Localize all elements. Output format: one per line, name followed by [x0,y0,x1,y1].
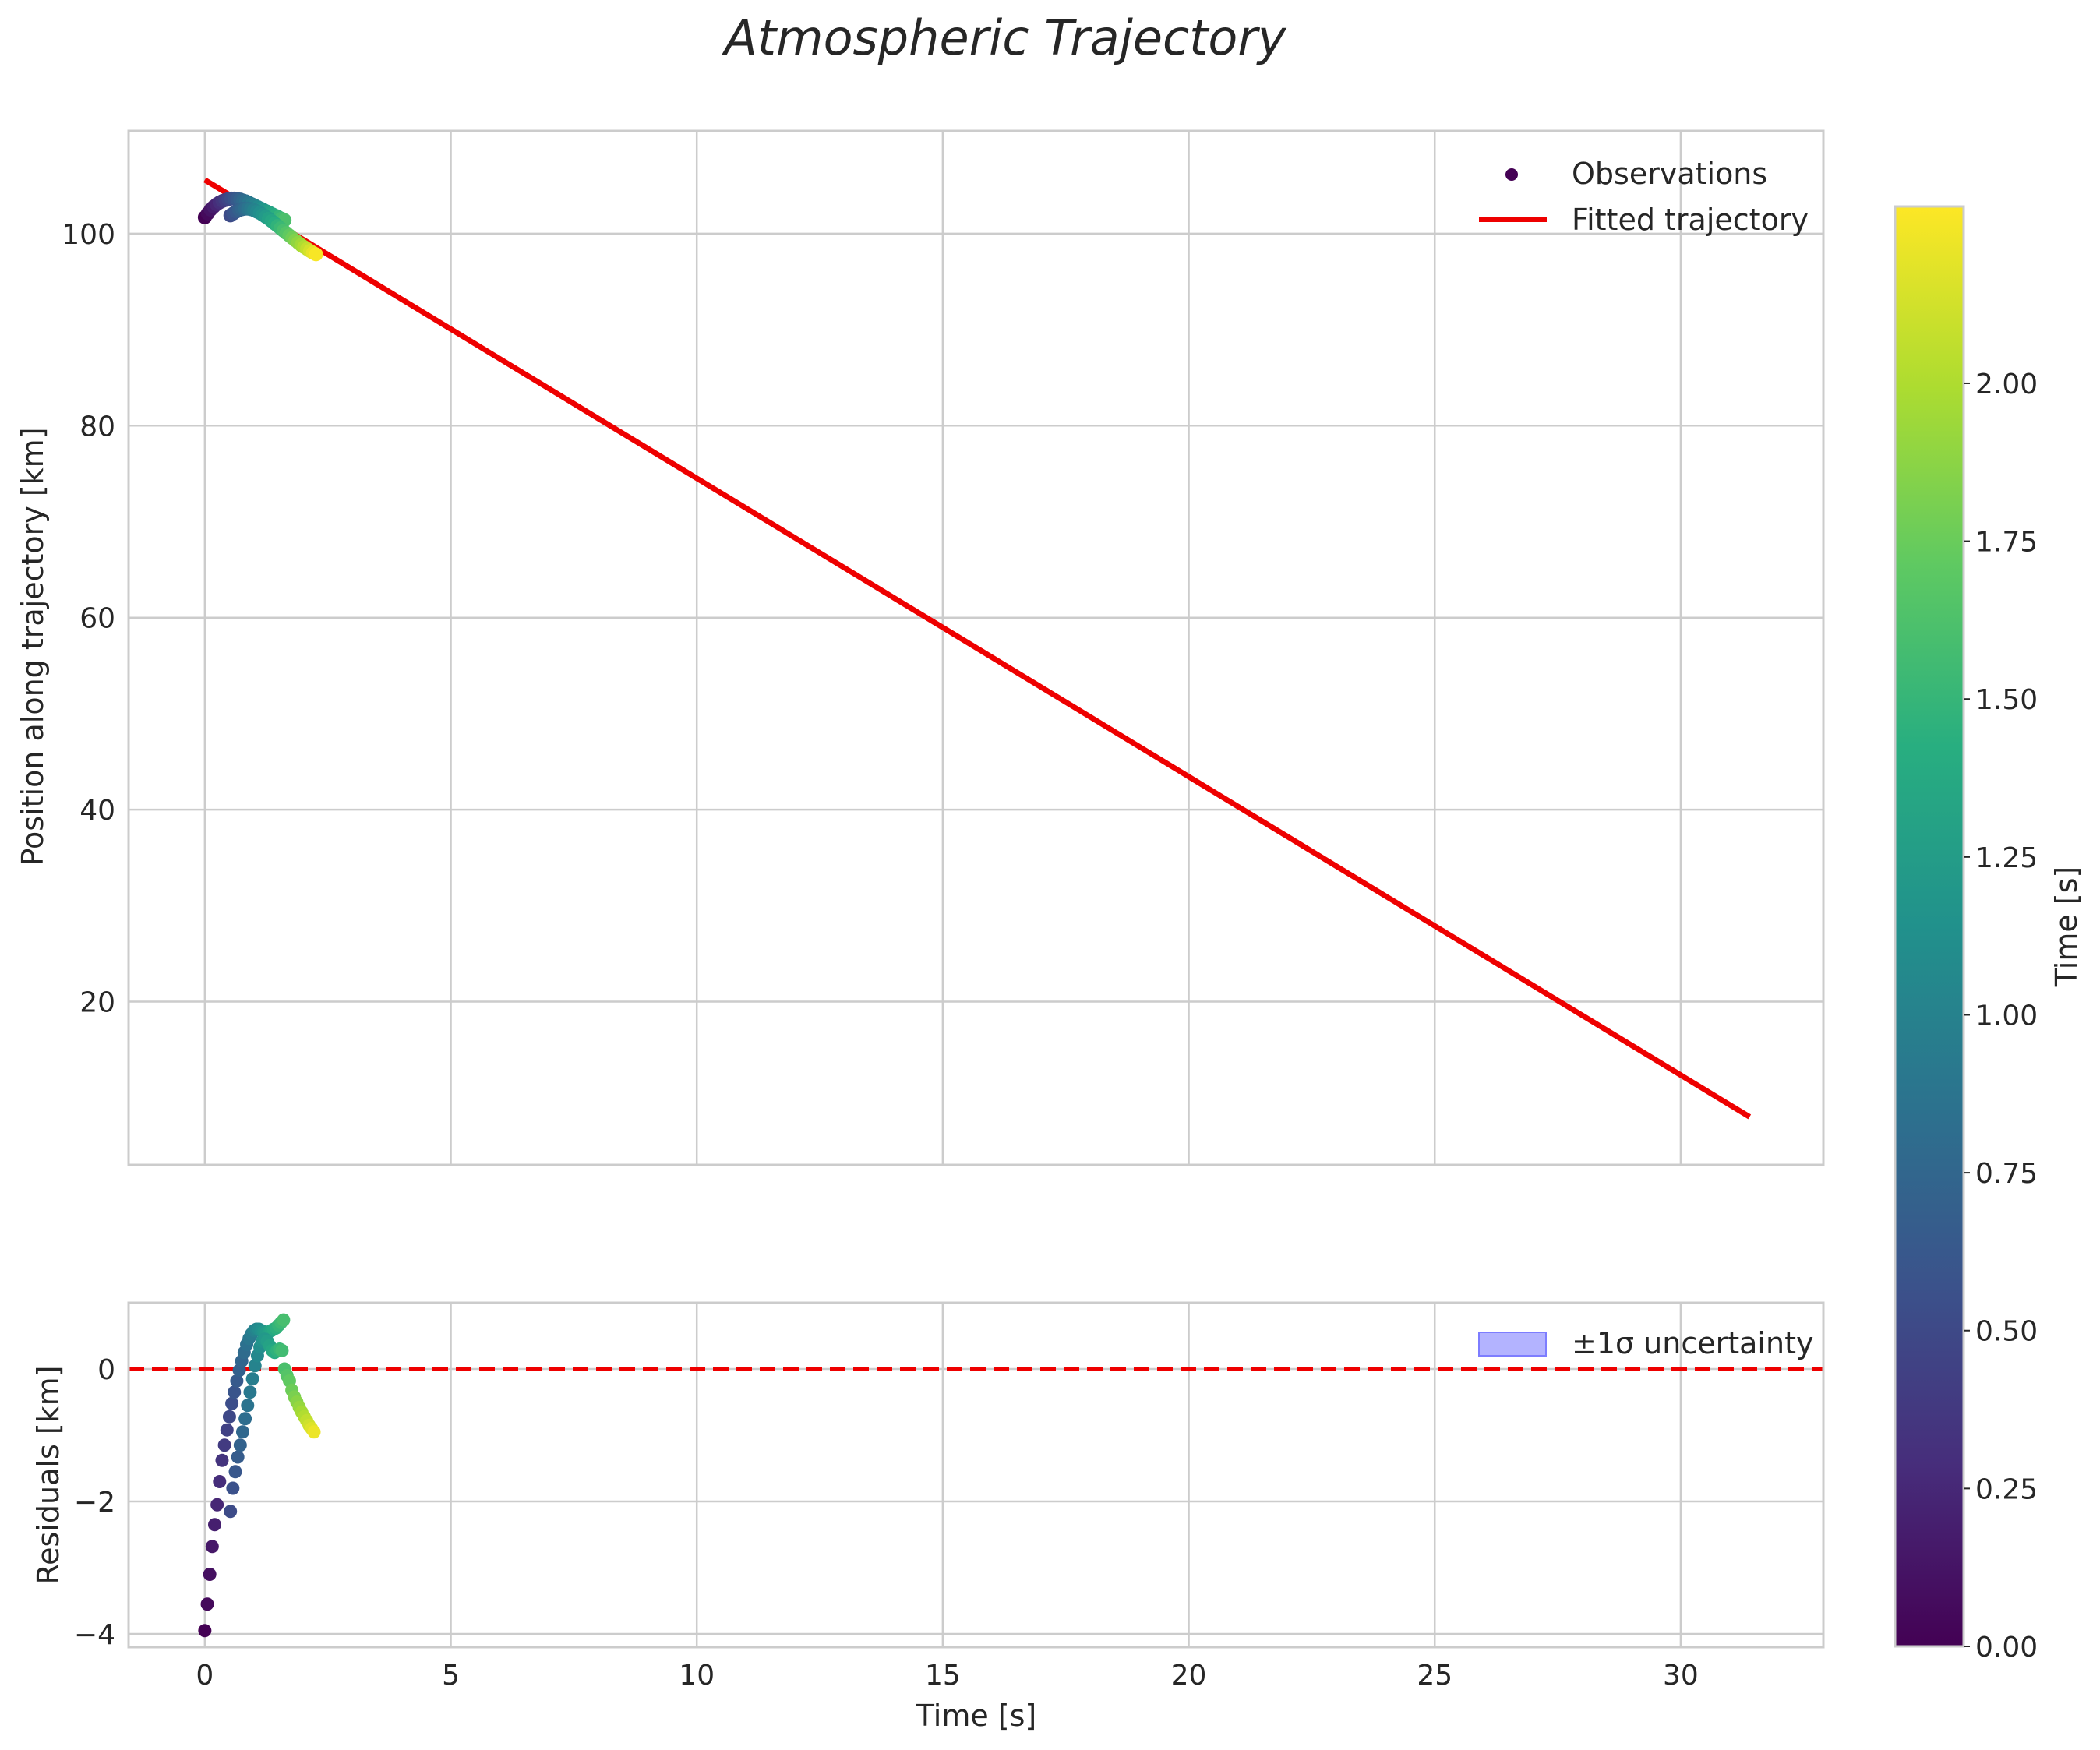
colorbar-tick-label: 2.00 [1975,369,2038,400]
residuals-axes-frame [127,1301,1825,1649]
residual-point [217,1438,231,1452]
main-legend: Observations Fitted trajectory [1479,157,1809,237]
colorbar-tick-label: 1.75 [1975,527,2038,559]
residuals-legend: ±1σ uncertainty [1478,1326,1813,1360]
x-tick-label: 0 [196,1660,214,1692]
x-tick-label: 5 [442,1660,460,1692]
residual-point [228,1385,242,1399]
residual-point [307,1425,321,1439]
main-grid [129,131,1823,1165]
residual-point [233,1438,247,1452]
main-y-tick-label: 40 [79,795,115,827]
residual-point [203,1568,217,1581]
x-tick-label: 30 [1663,1660,1699,1692]
observation-point [309,247,323,262]
main-y-ticks: 20 40 60 80 100 [62,219,115,1019]
colorbar-tick-label: 0.00 [1975,1632,2038,1664]
x-axis-label: Time [s] [916,1699,1037,1733]
legend-uncertainty-swatch [1478,1332,1547,1357]
colorbar-gradient [1894,205,1965,1648]
residual-point [210,1498,224,1512]
residual-point [200,1597,214,1611]
legend-uncertainty-label: ±1σ uncertainty [1572,1326,1813,1360]
main-y-tick-label: 60 [79,603,115,635]
x-tick-label: 10 [679,1660,715,1692]
residual-point [224,1505,238,1519]
fitted-trajectory-layer [203,177,1752,1120]
residuals-y-ticks: −4 −2 0 [74,1354,115,1651]
residual-point [231,1450,245,1464]
residuals-panel: −4 −2 0 0 5 10 15 20 25 30 Residuals [km] Time [… [31,1301,1825,1733]
main-y-axis-label: Position along trajectory [km] [16,427,50,866]
residuals-grid [129,1303,1823,1647]
residual-point [245,1372,259,1386]
main-panel: 20 40 60 80 100 Position along trajectory [k… [16,129,1825,1166]
colorbar: 0.00 0.25 0.50 0.75 1.00 1.25 1.50 1.75 2.00 Tim… [1894,205,2084,1664]
observations-layer [197,191,323,262]
legend-fitted-label: Fitted trajectory [1572,203,1809,237]
x-tick-label: 20 [1171,1660,1207,1692]
colorbar-label: Time [s] [2049,866,2084,988]
residual-point [228,1465,242,1479]
colorbar-tick-label: 0.50 [1975,1316,2038,1348]
residual-point [230,1374,244,1388]
residual-point [235,1425,249,1439]
residual-point [277,1313,291,1327]
main-y-tick-label: 20 [79,987,115,1019]
residual-point [207,1518,221,1532]
residual-point [222,1410,236,1424]
chart-title: Atmospheric Trajectory [721,9,1286,66]
colorbar-tick-label: 0.25 [1975,1473,2038,1505]
residual-point [275,1343,289,1357]
residual-point [243,1385,257,1399]
legend-observations-marker [1505,168,1518,181]
fitted-trajectory-line [203,177,1752,1120]
residual-point [213,1475,227,1488]
residuals-y-tick-label: 0 [97,1354,115,1386]
colorbar-tick-label: 0.75 [1975,1158,2038,1190]
residual-point [220,1423,234,1437]
legend-observations-label: Observations [1572,157,1767,191]
residual-point [226,1481,240,1495]
x-tick-label: 25 [1417,1660,1452,1692]
colorbar-tick-label: 1.00 [1975,1000,2038,1032]
main-axes-frame [127,129,1825,1166]
residual-point [205,1540,219,1554]
main-y-tick-label: 80 [79,411,115,443]
colorbar-tick-label: 1.25 [1975,842,2038,874]
colorbar-ticks: 0.00 0.25 0.50 0.75 1.00 1.25 1.50 1.75 2.00 [1964,369,2038,1664]
residual-point [238,1412,252,1426]
x-ticks: 0 5 10 15 20 25 30 [196,1660,1698,1692]
x-tick-label: 15 [925,1660,961,1692]
main-y-tick-label: 100 [62,219,115,251]
colorbar-tick-label: 1.50 [1975,684,2038,716]
residuals-y-tick-label: −2 [74,1487,115,1519]
residuals-points-layer [198,1313,321,1638]
residual-point [225,1396,239,1410]
residuals-y-axis-label: Residuals [km] [31,1365,65,1584]
residuals-y-tick-label: −4 [74,1619,115,1651]
residual-point [215,1453,229,1467]
residual-point [241,1399,255,1413]
residual-point [198,1624,212,1638]
residual-point [248,1359,262,1373]
